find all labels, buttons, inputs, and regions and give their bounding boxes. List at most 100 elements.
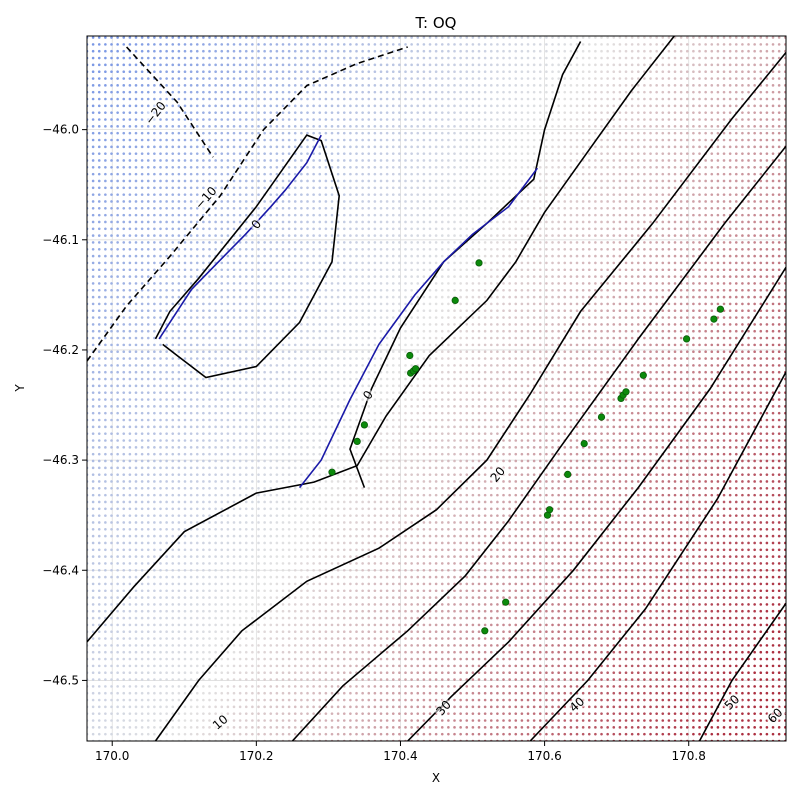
field-dot [324, 193, 328, 196]
field-dot [251, 678, 254, 681]
field-dot [97, 234, 101, 237]
field-dot [183, 405, 187, 408]
field-dot [361, 70, 364, 73]
field-dot [361, 678, 364, 681]
field-dot [91, 56, 95, 60]
field-dot [281, 603, 285, 606]
field-dot [232, 664, 236, 668]
field-dot [287, 193, 291, 196]
field-dot [336, 343, 340, 347]
field-dot [349, 671, 352, 675]
field-dot [226, 104, 230, 108]
field-dot [165, 698, 168, 702]
field-dot [220, 295, 224, 299]
field-dot [177, 186, 181, 190]
field-dot [97, 268, 101, 272]
field-dot [208, 309, 211, 313]
field-dot [287, 172, 291, 176]
field-dot [275, 56, 279, 60]
field-dot [171, 466, 175, 470]
field-dot [263, 527, 266, 531]
field-dot [159, 548, 162, 552]
field-dot [342, 56, 346, 60]
field-dot [281, 493, 285, 497]
field-dot [128, 295, 132, 299]
field-dot [269, 726, 273, 729]
field-dot [361, 418, 364, 422]
field-dot [208, 63, 211, 67]
field-dot [324, 241, 328, 244]
field-dot [275, 138, 279, 142]
field-dot [128, 350, 132, 354]
field-dot [146, 241, 150, 244]
field-dot [312, 603, 315, 606]
field-dot [116, 213, 119, 217]
field-dot [300, 705, 303, 709]
field-dot [287, 295, 291, 299]
field-dot [293, 691, 297, 695]
field-dot [177, 650, 181, 654]
field-dot [318, 446, 322, 449]
field-dot [275, 316, 279, 319]
field-dot [110, 172, 113, 176]
field-dot [122, 534, 126, 538]
field-dot [312, 193, 315, 196]
field-dot [97, 432, 101, 435]
field-dot [153, 350, 156, 354]
field-dot [159, 384, 162, 388]
field-dot [244, 179, 248, 183]
field-dot [91, 411, 95, 415]
field-dot [232, 357, 236, 360]
field-dot [318, 104, 322, 108]
field-dot [312, 568, 315, 572]
field-dot [293, 405, 297, 408]
field-dot [110, 664, 113, 668]
field-dot [122, 712, 126, 715]
field-dot [165, 555, 168, 558]
field-dot [232, 671, 236, 675]
field-dot [110, 370, 113, 374]
field-dot [373, 418, 377, 422]
field-dot [110, 152, 113, 155]
field-dot [244, 56, 248, 60]
field-dot [195, 568, 199, 572]
field-dot [361, 712, 364, 715]
field-dot [146, 125, 150, 128]
field-dot [318, 712, 322, 715]
field-dot [122, 159, 126, 162]
field-dot [177, 527, 181, 531]
field-dot [128, 118, 132, 121]
field-dot [263, 77, 266, 80]
field-dot [140, 555, 144, 558]
field-dot [165, 186, 168, 190]
field-dot [318, 473, 322, 476]
field-dot [324, 521, 328, 524]
field-dot [134, 97, 138, 101]
field-dot [183, 514, 187, 517]
field-dot [177, 698, 181, 702]
field-dot [110, 166, 113, 169]
field-dot [183, 193, 187, 196]
field-dot [208, 111, 211, 114]
field-dot [208, 125, 211, 128]
field-dot [263, 678, 266, 681]
field-dot [165, 657, 168, 661]
field-dot [275, 432, 279, 435]
field-dot [324, 343, 328, 347]
field-dot [220, 685, 224, 688]
field-dot [269, 418, 273, 422]
field-dot [257, 698, 260, 702]
field-dot [293, 446, 297, 449]
field-dot [165, 609, 168, 613]
field-dot [208, 657, 211, 661]
field-dot [324, 36, 328, 39]
field-dot [189, 500, 193, 504]
field-dot [367, 275, 371, 278]
field-dot [349, 364, 352, 367]
field-dot [361, 36, 364, 39]
field-dot [312, 97, 315, 101]
field-dot [269, 97, 273, 101]
field-dot [232, 145, 236, 149]
field-dot [171, 364, 175, 367]
field-dot [244, 316, 248, 319]
